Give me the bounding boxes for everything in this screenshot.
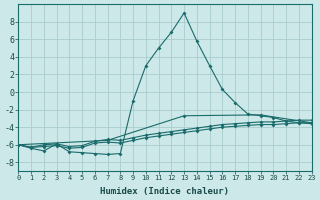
X-axis label: Humidex (Indice chaleur): Humidex (Indice chaleur) — [100, 187, 229, 196]
